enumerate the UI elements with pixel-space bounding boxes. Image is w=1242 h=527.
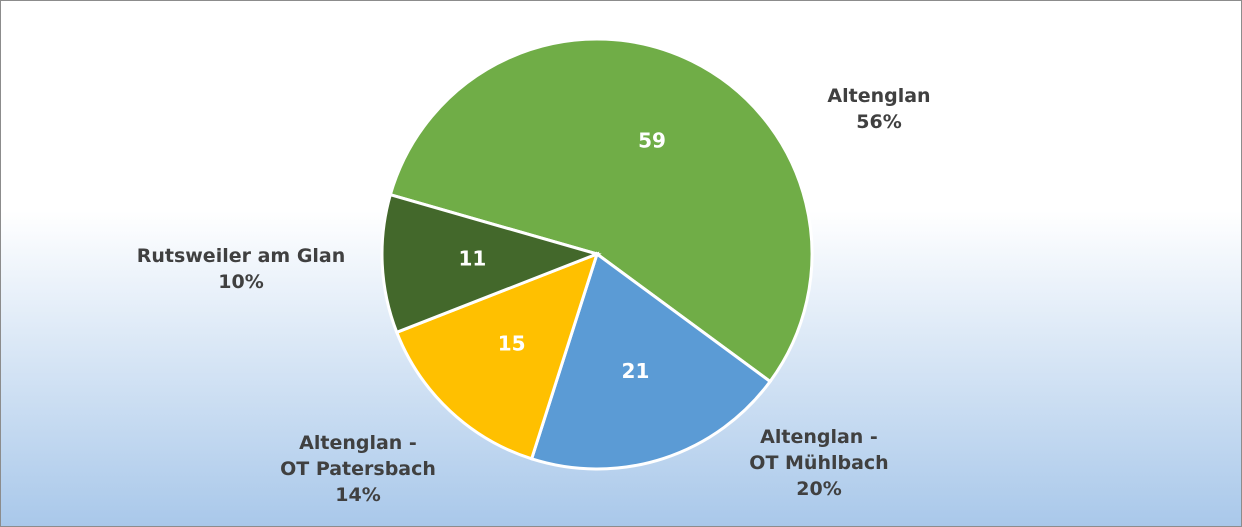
category-label: Rutsweiler am Glan 10% — [137, 243, 346, 295]
category-label: Altenglan - OT Patersbach 14% — [280, 430, 436, 508]
value-label: 21 — [622, 359, 650, 383]
value-label: 15 — [498, 331, 526, 355]
percent-label: 20% — [796, 478, 842, 500]
pie-slice — [388, 37, 814, 384]
value-label: 11 — [459, 246, 487, 270]
category-name: Rutsweiler am Glan — [136, 245, 346, 267]
category-name: Altenglan — [827, 85, 931, 107]
category-name: Altenglan - OT Mühlbach — [749, 426, 889, 474]
category-label: Altenglan - OT Mühlbach 20% — [749, 424, 888, 502]
percent-label: 14% — [335, 484, 381, 506]
pie-slice — [529, 251, 773, 471]
pie-slice — [380, 192, 602, 335]
category-label: Altenglan 56% — [827, 83, 930, 135]
value-label: 59 — [638, 129, 666, 153]
category-name: Altenglan - OT Patersbach — [280, 432, 436, 480]
percent-label: 10% — [218, 271, 264, 293]
percent-label: 56% — [856, 111, 902, 133]
pie-slice — [394, 251, 600, 461]
